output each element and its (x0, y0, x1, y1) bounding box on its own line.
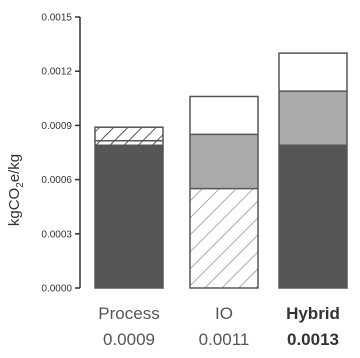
bars (94, 52, 348, 289)
y-axis-label-subscript: 2 (15, 182, 26, 188)
category-labels: Process 0.0009 IO 0.0011 Hybrid 0.0013 (98, 304, 340, 349)
category-label: IO (215, 304, 233, 323)
bar-segment (190, 134, 258, 189)
bar-segment (190, 188, 258, 288)
category-total: 0.0013 (287, 330, 339, 349)
bar-io (189, 95, 259, 289)
bar-segment (279, 145, 347, 288)
bar-process (94, 126, 164, 289)
bar-segment (95, 127, 163, 141)
category-label: Hybrid (286, 304, 340, 323)
bar-segment (279, 91, 347, 146)
bar-segment (95, 145, 163, 288)
y-axis-label-main: kgCO (6, 188, 23, 226)
bar-outline (189, 95, 259, 289)
bar-segment (190, 96, 258, 135)
bar-outline (278, 52, 348, 289)
category-label: Process (98, 304, 159, 323)
bar-segment (95, 140, 163, 146)
y-tick-label: 0.0012 (41, 67, 72, 78)
bar-outline (94, 126, 164, 289)
bar-segment (279, 53, 347, 92)
y-tick-label: 0.0003 (41, 229, 72, 240)
category-total: 0.0009 (103, 330, 155, 349)
y-axis: 0.0000 0.0003 0.0006 0.0009 0.0012 0.0015 (41, 13, 81, 295)
y-tick-label: 0.0009 (41, 121, 72, 132)
y-tick-label: 0.0015 (41, 13, 72, 24)
y-tick-label: 0.0006 (41, 175, 72, 186)
y-axis-label-tail: e/kg (6, 154, 23, 182)
y-tick-label: 0.0000 (41, 284, 72, 295)
bar-hybrid (278, 52, 348, 289)
y-axis-label: kgCO2e/kg (6, 154, 26, 226)
category-total: 0.0011 (199, 330, 250, 349)
